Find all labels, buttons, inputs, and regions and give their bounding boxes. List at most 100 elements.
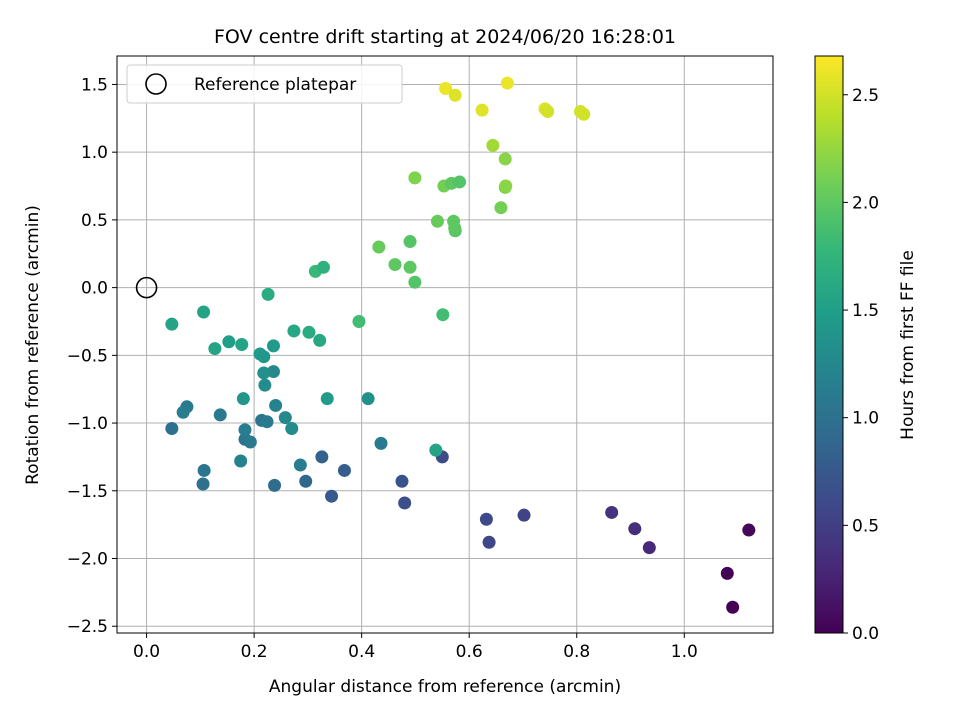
data-point: [482, 535, 496, 549]
y-tick-label: −2.0: [67, 550, 108, 570]
data-point: [213, 408, 227, 422]
data-point: [261, 287, 275, 301]
data-point: [222, 335, 236, 349]
data-point: [285, 421, 299, 435]
data-point: [453, 175, 467, 189]
data-point: [517, 508, 531, 522]
data-point: [238, 423, 252, 437]
data-point: [266, 365, 280, 379]
y-axis-label: Rotation from reference (arcmin): [23, 205, 43, 485]
data-point: [287, 324, 301, 338]
y-tick-label: 1.0: [81, 143, 108, 163]
data-point: [429, 443, 443, 457]
data-point: [208, 342, 222, 356]
y-tick-label: 0.5: [81, 211, 108, 231]
chart-title: FOV centre drift starting at 2024/06/20 …: [214, 26, 676, 48]
reference-platepar-marker: [135, 276, 158, 299]
y-tick-label: −1.0: [67, 414, 108, 434]
data-point: [352, 314, 366, 328]
colorbar-label: Hours from first FF file: [898, 250, 918, 440]
colorbar-ticks: 0.0 0.5 1.0 1.5 2.0 2.5: [843, 86, 879, 644]
data-point: [642, 541, 656, 555]
data-point: [197, 305, 211, 319]
colorbar-tick-label: 0.5: [852, 516, 879, 536]
data-point: [403, 260, 417, 274]
x-tick-label: 0.0: [133, 642, 160, 662]
data-point: [742, 523, 756, 537]
data-point: [165, 421, 179, 435]
data-point: [196, 477, 210, 491]
data-point: [165, 317, 179, 331]
data-point: [475, 103, 489, 117]
colorbar-tick-label: 2.5: [852, 86, 879, 106]
data-point: [315, 450, 329, 464]
data-point: [316, 260, 330, 274]
data-point: [448, 221, 462, 235]
data-point: [388, 258, 402, 272]
data-point: [494, 201, 508, 215]
y-tick-label: −1.5: [67, 482, 108, 502]
legend: Reference platepar: [126, 64, 403, 104]
x-tick-label: 0.4: [348, 642, 375, 662]
data-point: [293, 458, 307, 472]
data-point: [361, 392, 375, 406]
data-point: [325, 489, 339, 503]
legend-box: [126, 64, 403, 104]
y-tick-label: −0.5: [67, 346, 108, 366]
data-point: [299, 474, 313, 488]
data-point: [258, 378, 272, 392]
data-point: [176, 405, 190, 419]
data-point: [234, 454, 248, 468]
data-point: [398, 496, 412, 510]
data-point: [726, 600, 740, 614]
data-point: [448, 88, 462, 102]
data-point: [236, 392, 250, 406]
data-point: [500, 76, 514, 90]
data-point: [498, 152, 512, 166]
data-point: [605, 505, 619, 519]
colorbar-tick-label: 2.0: [852, 193, 879, 213]
data-point: [439, 82, 453, 96]
x-tick-label: 0.2: [241, 642, 268, 662]
colorbar-tick-label: 1.5: [852, 301, 879, 321]
data-point: [374, 436, 388, 450]
data-point: [372, 240, 386, 254]
y-axis-ticks: −2.5 −2.0 −1.5 −1.0 −0.5 0.0 0.5 1.0 1.5: [67, 75, 117, 637]
colorbar-gradient: [814, 55, 844, 634]
data-point: [268, 478, 282, 492]
data-point: [278, 411, 292, 425]
data-point: [541, 105, 555, 119]
plot-frame: [116, 55, 774, 634]
y-tick-label: 1.5: [81, 75, 108, 95]
data-point: [313, 333, 327, 347]
data-points: [165, 76, 756, 614]
data-point: [257, 366, 271, 380]
data-point: [395, 474, 409, 488]
legend-label: Reference platepar: [194, 75, 356, 95]
y-tick-label: −2.5: [67, 617, 108, 637]
data-point: [628, 522, 642, 536]
data-point: [430, 214, 444, 228]
data-point: [479, 512, 493, 526]
data-point: [720, 566, 734, 580]
data-point: [257, 350, 271, 364]
data-point: [269, 398, 283, 412]
x-tick-label: 0.6: [456, 642, 483, 662]
data-point: [577, 107, 591, 121]
data-point: [486, 138, 500, 152]
x-axis-label: Angular distance from reference (arcmin): [269, 677, 621, 697]
colorbar-tick-label: 0.0: [852, 624, 879, 644]
x-axis-ticks: 0.0 0.2 0.4 0.6 0.8 1.0: [133, 633, 698, 662]
data-point: [337, 463, 351, 477]
x-tick-label: 0.8: [563, 642, 590, 662]
colorbar: 0.0 0.5 1.0 1.5 2.0 2.5 Hours from first FF f…: [814, 55, 918, 644]
data-point: [197, 463, 211, 477]
legend-marker-icon: [145, 73, 167, 95]
colorbar-tick-label: 1.0: [852, 409, 879, 429]
data-point: [408, 275, 422, 289]
x-tick-label: 1.0: [671, 642, 698, 662]
data-point: [235, 338, 249, 351]
data-point: [408, 171, 422, 185]
data-point: [260, 415, 274, 429]
